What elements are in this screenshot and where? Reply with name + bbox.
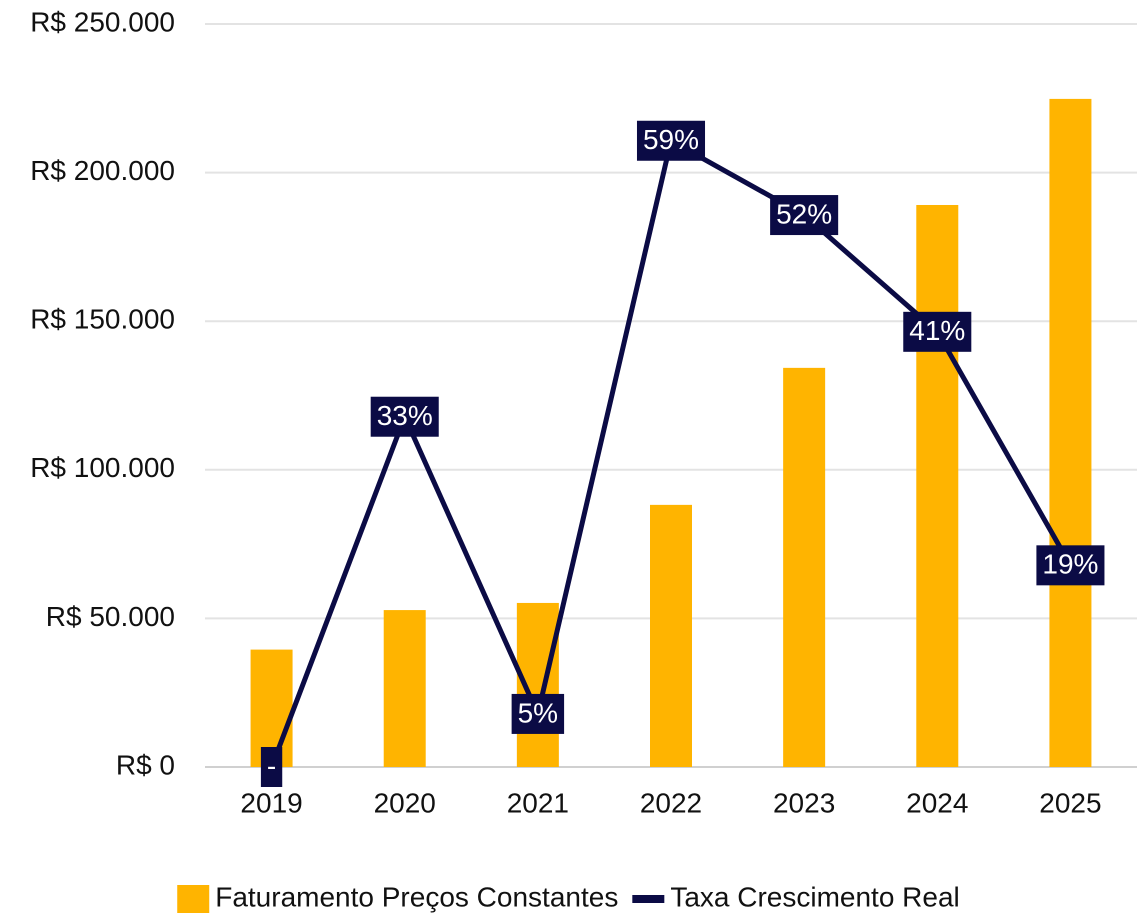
y-tick-label: R$ 0: [116, 749, 175, 780]
data-label: 5%: [518, 697, 558, 728]
data-label: 41%: [909, 315, 965, 346]
legend: Faturamento Preços Constantes Taxa Cresci…: [177, 881, 960, 913]
data-label-box: [770, 195, 839, 236]
x-tick-label: 2025: [1039, 787, 1101, 818]
legend-label: Faturamento Preços Constantes: [215, 881, 618, 912]
x-tick-label: 2024: [906, 787, 968, 818]
data-label-box: [903, 311, 972, 352]
x-tick-label: 2020: [374, 787, 436, 818]
data-label-box: [370, 396, 439, 437]
y-tick-label: R$ 150.000: [30, 304, 175, 335]
data-label-box: [511, 693, 565, 734]
data-label: 33%: [377, 400, 433, 431]
legend-swatch: [632, 895, 665, 903]
bar: [650, 504, 692, 767]
data-label-box: [260, 747, 283, 787]
y-tick-label: R$ 50.000: [46, 601, 175, 632]
y-tick-label: R$ 100.000: [30, 452, 175, 483]
data-label-box: [1036, 545, 1105, 586]
x-tick-label: 2023: [773, 787, 835, 818]
bar: [1049, 98, 1092, 767]
legend-swatch: [177, 885, 210, 913]
bar: [783, 367, 826, 767]
data-label: 59%: [643, 124, 699, 155]
legend-label: Taxa Crescimento Real: [670, 881, 959, 912]
x-tick-label: 2019: [240, 787, 302, 818]
y-tick-label: R$ 250.000: [30, 6, 175, 37]
x-tick-label: 2021: [507, 787, 569, 818]
data-label: 19%: [1042, 549, 1098, 580]
data-label: -: [267, 750, 276, 781]
bar: [383, 610, 426, 767]
x-tick-label: 2022: [640, 787, 702, 818]
data-label-box: [636, 120, 706, 161]
data-label: 52%: [776, 198, 832, 229]
y-tick-label: R$ 200.000: [30, 155, 175, 186]
bar: [916, 204, 959, 767]
